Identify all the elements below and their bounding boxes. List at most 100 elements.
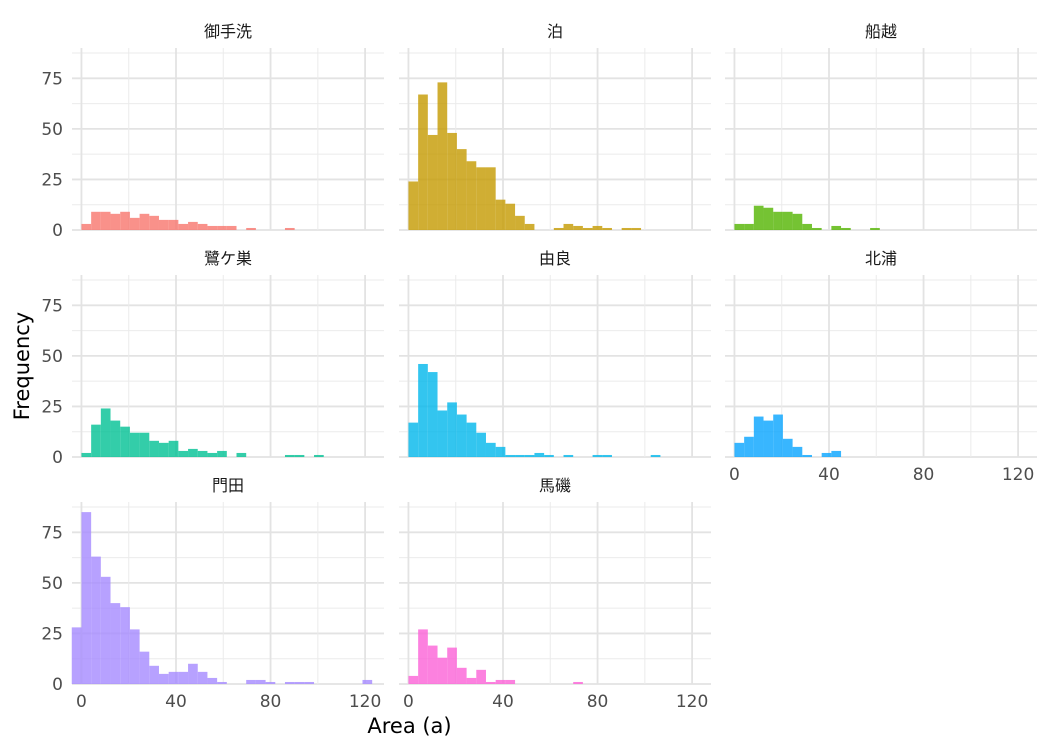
histogram-bar	[734, 223, 745, 230]
histogram-bar	[734, 442, 745, 457]
histogram-bar	[81, 452, 92, 457]
y-tick-label: 50	[41, 347, 63, 367]
histogram-bar	[592, 225, 603, 230]
facet-2-panel: 泊	[399, 22, 711, 231]
histogram-bar	[255, 679, 266, 684]
histogram-bar	[110, 603, 121, 684]
histogram-bar	[418, 363, 428, 457]
histogram-bar	[158, 673, 169, 684]
histogram-bar	[476, 167, 486, 230]
histogram-bar	[246, 227, 256, 230]
facet-2-strip-label: 泊	[547, 22, 563, 41]
histogram-bar	[563, 223, 574, 230]
y-tick-label: 25	[41, 624, 63, 644]
histogram-bar	[782, 438, 793, 457]
x-tick-label: 120	[676, 692, 708, 712]
y-tick-label: 25	[41, 397, 63, 417]
facet-5-panel: 由良	[399, 249, 711, 458]
histogram-bar	[821, 452, 832, 457]
histogram-bar	[168, 440, 179, 457]
histogram-bar	[100, 211, 111, 230]
histogram-bar	[582, 227, 593, 230]
histogram-bar	[792, 213, 803, 230]
histogram-bar	[418, 94, 428, 230]
histogram-bar	[188, 448, 198, 457]
histogram-bar	[149, 215, 159, 230]
histogram-bar	[782, 211, 793, 230]
histogram-bar	[168, 219, 179, 230]
histogram-bar	[495, 679, 506, 684]
x-tick-label: 40	[492, 692, 514, 712]
histogram-bar	[505, 203, 516, 230]
histogram-bar	[763, 420, 774, 457]
histogram-bar	[466, 422, 477, 457]
histogram-bar	[456, 414, 467, 457]
histogram-bar	[304, 681, 315, 684]
histogram-bar	[602, 454, 612, 457]
histogram-bar	[284, 681, 295, 684]
histogram-bar	[792, 446, 803, 457]
histogram-bar	[573, 681, 583, 684]
histogram-bar	[447, 132, 457, 230]
y-tick-label: 0	[52, 221, 63, 241]
histogram-bar	[753, 416, 764, 457]
y-tick-label: 50	[41, 574, 63, 594]
y-tick-label: 75	[41, 523, 63, 543]
y-tick-label: 0	[52, 448, 63, 468]
histogram-bar	[110, 420, 121, 457]
histogram-bar	[110, 213, 121, 230]
histogram-bar	[437, 410, 448, 457]
histogram-bar	[81, 223, 92, 230]
histogram-bar	[485, 681, 496, 684]
histogram-bar	[763, 207, 774, 230]
histogram-bar	[149, 440, 159, 457]
histogram-bar	[466, 161, 477, 230]
histogram-bar	[217, 450, 227, 457]
histogram-bar	[811, 227, 822, 230]
facet-1-strip-label: 御手洗	[204, 22, 252, 41]
x-axis-title: Area (a)	[367, 714, 451, 738]
histogram-bar	[91, 211, 101, 230]
histogram-bar	[773, 414, 783, 457]
histogram-bar	[485, 167, 496, 230]
x-tick-label: 0	[729, 465, 740, 485]
histogram-bar	[294, 454, 305, 457]
facet-6-panel: 北浦 0 40 80 120	[725, 249, 1037, 485]
histogram-bar	[524, 223, 535, 230]
y-tick-label: 75	[41, 69, 63, 89]
facet-7-strip-label: 門田	[212, 476, 244, 495]
histogram-bar	[870, 227, 880, 230]
x-tick-label: 120	[349, 692, 381, 712]
histogram-bar	[129, 432, 140, 457]
y-tick-label: 75	[41, 296, 63, 316]
histogram-bar	[515, 215, 525, 230]
histogram-bar	[485, 442, 496, 457]
histogram-bar	[515, 454, 525, 457]
y-tick-label: 0	[52, 675, 63, 695]
histogram-bar	[773, 211, 783, 230]
histogram-bar	[100, 408, 111, 457]
histogram-bar	[139, 651, 150, 684]
histogram-bar	[207, 677, 218, 684]
histogram-bar	[753, 205, 764, 230]
histogram-bar	[524, 454, 535, 457]
histogram-bar	[197, 223, 208, 230]
histogram-bar	[188, 663, 198, 684]
histogram-bar	[505, 454, 516, 457]
histogram-bar	[120, 607, 130, 684]
histogram-bar	[831, 225, 842, 230]
histogram-bar	[573, 225, 583, 230]
histogram-bar	[744, 223, 754, 230]
histogram-bar	[284, 227, 295, 230]
x-tick-label: 80	[260, 692, 282, 712]
y-axis-title: Frequency	[10, 312, 34, 421]
histogram-bar	[408, 675, 419, 684]
histogram-bar	[158, 442, 169, 457]
histogram-bar	[100, 576, 111, 684]
histogram-bar	[265, 681, 276, 684]
histogram-bar	[427, 372, 438, 457]
histogram-bar	[650, 454, 661, 457]
histogram-bar	[621, 227, 632, 230]
histogram-bar	[362, 679, 373, 684]
